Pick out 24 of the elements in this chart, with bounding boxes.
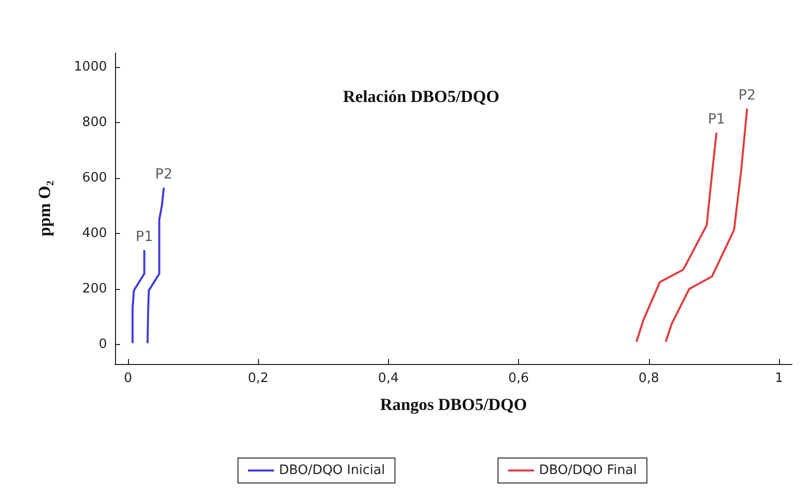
y-tick-label: 1000 <box>74 59 107 74</box>
x-tick-label: 0 <box>124 371 132 386</box>
x-axis-title: Rangos DBO5/DQO <box>380 395 527 414</box>
x-tick-label: 0,4 <box>378 371 399 386</box>
y-tick-label: 0 <box>98 337 107 352</box>
line-series <box>664 108 748 343</box>
line-series <box>132 249 146 344</box>
x-tick-label: 0,2 <box>248 371 269 386</box>
y-tick-label: 800 <box>82 114 107 130</box>
y-tick-label: 200 <box>82 282 107 297</box>
legend-label: DBO/DQO Inicial <box>279 463 385 478</box>
x-tick-label: 0,8 <box>638 371 660 386</box>
x-tick-label: 0,6 <box>508 371 529 386</box>
annotation: P1 <box>136 229 153 246</box>
legend-label: DBO/DQO Final <box>539 463 637 478</box>
annotation: P2 <box>155 166 172 183</box>
x-tick-label: 1 <box>774 371 784 386</box>
text: Relación DBO5/DQO <box>343 87 500 106</box>
y-axis-title: ppm O₂ <box>35 180 54 236</box>
y-tick-label: 600 <box>82 170 107 186</box>
y-tick-label: 400 <box>82 226 107 241</box>
line-series <box>635 132 718 343</box>
annotation: P2 <box>738 88 756 104</box>
annotation: P1 <box>708 112 726 128</box>
